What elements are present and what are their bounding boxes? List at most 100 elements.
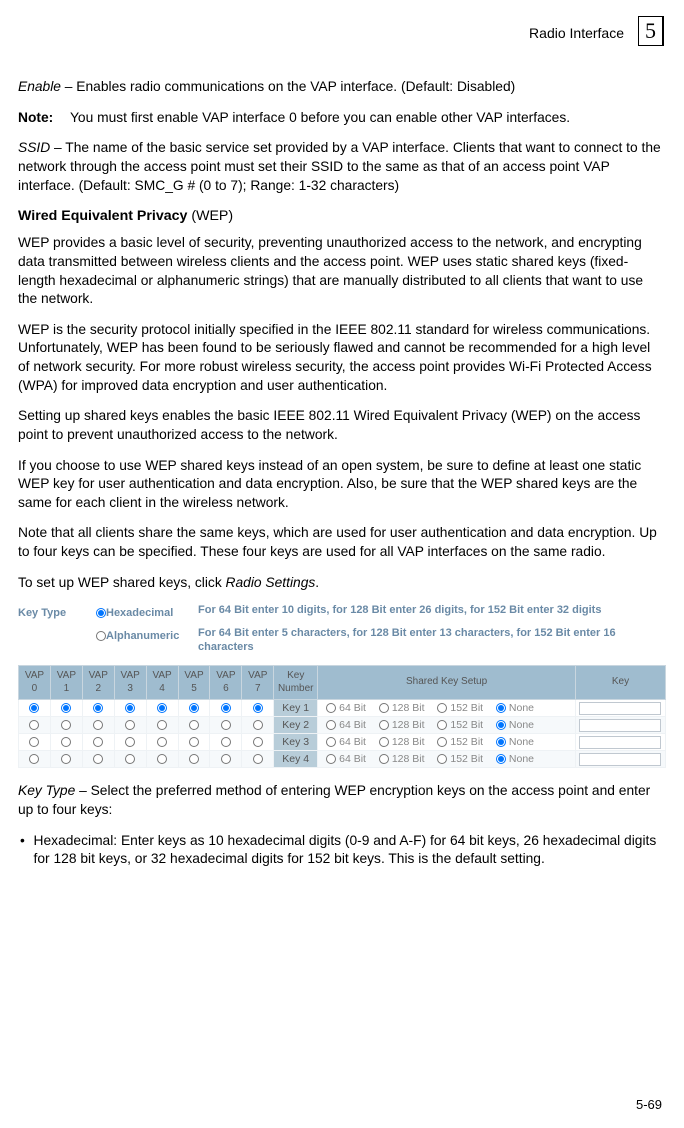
bit-radio[interactable] bbox=[437, 720, 447, 730]
wep-key-table: VAP 0 VAP 1 VAP 2 VAP 3 VAP 4 VAP 5 VAP … bbox=[18, 665, 666, 769]
vap-radio[interactable] bbox=[157, 703, 167, 713]
bit-radio[interactable] bbox=[326, 737, 336, 747]
paragraph: WEP is the security protocol initially s… bbox=[18, 321, 664, 396]
note-text: You must first enable VAP interface 0 be… bbox=[70, 109, 570, 128]
bit-label: 152 Bit bbox=[450, 719, 483, 731]
vap-header: VAP 0 bbox=[19, 665, 51, 699]
bit-radio[interactable] bbox=[496, 703, 506, 713]
key-row: Key 1 64 Bit 128 Bit 152 Bit None bbox=[19, 699, 666, 716]
term-enable: Enable bbox=[18, 79, 61, 94]
bit-label: 128 Bit bbox=[392, 719, 425, 731]
vap-radio[interactable] bbox=[93, 720, 103, 730]
vap-header: VAP 5 bbox=[178, 665, 210, 699]
text: . bbox=[315, 575, 319, 590]
key-input[interactable] bbox=[579, 753, 661, 766]
vap-radio[interactable] bbox=[253, 737, 263, 747]
paragraph-enable: Enable – Enables radio communications on… bbox=[18, 78, 664, 97]
vap-radio[interactable] bbox=[61, 720, 71, 730]
key-type-label: Key Type bbox=[18, 604, 96, 621]
bit-label: 64 Bit bbox=[339, 719, 366, 731]
vap-radio[interactable] bbox=[189, 720, 199, 730]
paragraph: WEP provides a basic level of security, … bbox=[18, 234, 664, 309]
vap-radio[interactable] bbox=[93, 754, 103, 764]
key-input[interactable] bbox=[579, 736, 661, 749]
bit-label: 128 Bit bbox=[392, 702, 425, 714]
text: To set up WEP shared keys, click bbox=[18, 575, 226, 590]
bit-label: None bbox=[509, 702, 534, 714]
bit-label: None bbox=[509, 753, 534, 765]
key-input[interactable] bbox=[579, 702, 661, 715]
paragraph: To set up WEP shared keys, click Radio S… bbox=[18, 574, 664, 593]
hex-description: For 64 Bit enter 10 digits, for 128 Bit … bbox=[198, 604, 666, 618]
bit-radio[interactable] bbox=[437, 703, 447, 713]
page-header-title: Radio Interface bbox=[529, 24, 624, 43]
note-block: Note: You must first enable VAP interfac… bbox=[18, 109, 664, 128]
bit-radio[interactable] bbox=[379, 720, 389, 730]
vap-radio[interactable] bbox=[221, 703, 231, 713]
bit-radio[interactable] bbox=[326, 754, 336, 764]
bit-radio[interactable] bbox=[496, 720, 506, 730]
vap-radio[interactable] bbox=[189, 754, 199, 764]
term-ssid: SSID bbox=[18, 140, 50, 155]
vap-radio[interactable] bbox=[61, 754, 71, 764]
vap-radio[interactable] bbox=[29, 703, 39, 713]
bit-radio[interactable] bbox=[326, 720, 336, 730]
bit-radio[interactable] bbox=[379, 737, 389, 747]
bit-label: None bbox=[509, 719, 534, 731]
key-number-cell: Key 3 bbox=[274, 733, 318, 750]
vap-radio[interactable] bbox=[125, 737, 135, 747]
bit-radio[interactable] bbox=[437, 737, 447, 747]
vap-radio[interactable] bbox=[221, 754, 231, 764]
vap-radio[interactable] bbox=[29, 754, 39, 764]
bit-radio[interactable] bbox=[379, 703, 389, 713]
vap-radio[interactable] bbox=[29, 737, 39, 747]
bit-radio[interactable] bbox=[379, 754, 389, 764]
vap-radio[interactable] bbox=[157, 754, 167, 764]
key-row: Key 2 64 Bit 128 Bit 152 Bit None bbox=[19, 716, 666, 733]
bit-radio[interactable] bbox=[496, 754, 506, 764]
bit-label: 152 Bit bbox=[450, 702, 483, 714]
key-header: Key bbox=[575, 665, 665, 699]
vap-radio[interactable] bbox=[29, 720, 39, 730]
vap-radio[interactable] bbox=[61, 703, 71, 713]
bit-radio[interactable] bbox=[496, 737, 506, 747]
vap-radio[interactable] bbox=[253, 703, 263, 713]
vap-radio[interactable] bbox=[125, 754, 135, 764]
bullet-text: Hexadecimal: Enter keys as 10 hexadecima… bbox=[34, 832, 664, 869]
bit-radio[interactable] bbox=[326, 703, 336, 713]
paragraph-keytype: Key Type – Select the preferred method o… bbox=[18, 782, 664, 819]
key-row: Key 4 64 Bit 128 Bit 152 Bit None bbox=[19, 751, 666, 768]
paragraph: Note that all clients share the same key… bbox=[18, 524, 664, 561]
shared-key-setup-header: Shared Key Setup bbox=[318, 665, 576, 699]
vap-radio[interactable] bbox=[93, 737, 103, 747]
vap-header: VAP 3 bbox=[114, 665, 146, 699]
vap-radio[interactable] bbox=[61, 737, 71, 747]
note-label: Note: bbox=[18, 109, 60, 128]
key-input[interactable] bbox=[579, 719, 661, 732]
vap-radio[interactable] bbox=[253, 720, 263, 730]
vap-radio[interactable] bbox=[157, 737, 167, 747]
vap-header: VAP 1 bbox=[50, 665, 82, 699]
vap-radio[interactable] bbox=[125, 703, 135, 713]
vap-radio[interactable] bbox=[93, 703, 103, 713]
vap-radio[interactable] bbox=[221, 737, 231, 747]
wep-heading: Wired Equivalent Privacy (WEP) bbox=[18, 207, 664, 226]
vap-radio[interactable] bbox=[189, 703, 199, 713]
wep-heading-bold: Wired Equivalent Privacy bbox=[18, 208, 187, 224]
text: – Select the preferred method of enterin… bbox=[18, 783, 650, 817]
page-number: 5-69 bbox=[636, 1096, 662, 1114]
bit-label: 64 Bit bbox=[339, 736, 366, 748]
vap-radio[interactable] bbox=[189, 737, 199, 747]
chapter-number-badge: 5 bbox=[638, 16, 664, 46]
bit-radio[interactable] bbox=[437, 754, 447, 764]
vap-radio[interactable] bbox=[125, 720, 135, 730]
vap-radio[interactable] bbox=[221, 720, 231, 730]
alpha-option-label: Alphanumeric bbox=[106, 630, 179, 642]
key-type-alpha-radio[interactable] bbox=[96, 631, 106, 641]
key-type-hex-radio[interactable] bbox=[96, 608, 106, 618]
vap-header: VAP 4 bbox=[146, 665, 178, 699]
bit-label: 152 Bit bbox=[450, 736, 483, 748]
vap-radio[interactable] bbox=[253, 754, 263, 764]
vap-radio[interactable] bbox=[157, 720, 167, 730]
wep-heading-rest: (WEP) bbox=[187, 208, 233, 224]
